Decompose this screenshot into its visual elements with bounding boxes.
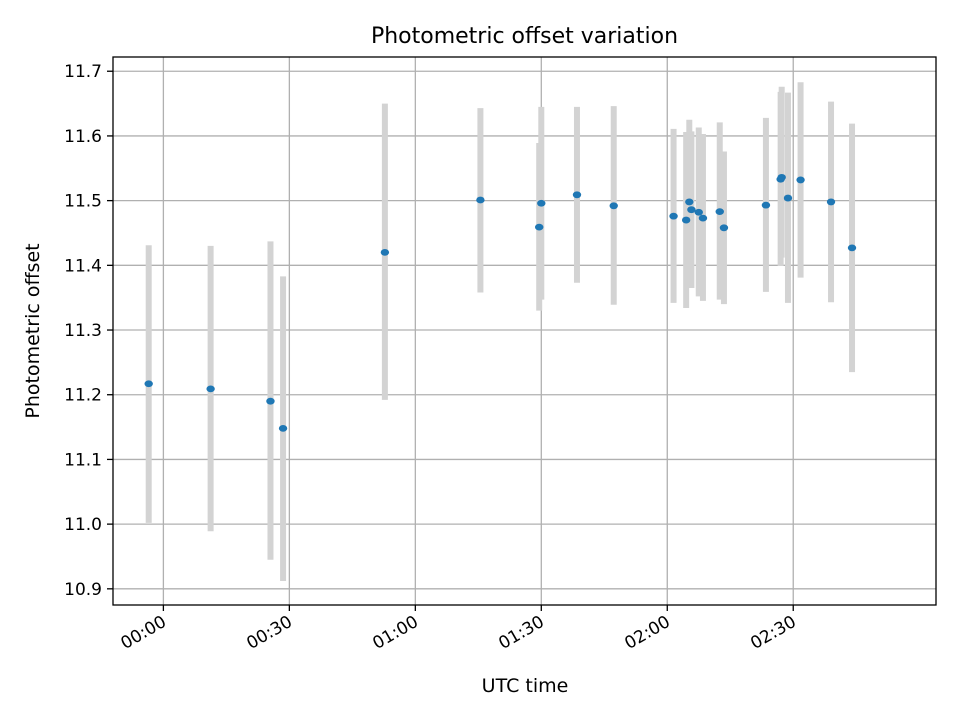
plot-frame bbox=[112, 56, 937, 606]
data-point bbox=[777, 173, 786, 181]
data-point bbox=[719, 224, 729, 232]
data-point bbox=[783, 194, 793, 202]
y-tick-label: 11.1 bbox=[64, 450, 102, 470]
y-tick-label: 11.7 bbox=[64, 62, 102, 82]
data-point bbox=[380, 248, 390, 256]
data-point bbox=[698, 214, 708, 222]
y-tick-label: 11.3 bbox=[64, 321, 102, 341]
chart-title: Photometric offset variation bbox=[371, 24, 678, 49]
y-tick-label: 11.6 bbox=[64, 127, 102, 147]
data-points bbox=[144, 173, 857, 432]
data-point bbox=[206, 385, 215, 393]
y-tick-label: 11.0 bbox=[64, 515, 102, 535]
data-point bbox=[669, 212, 678, 220]
y-tick-label: 10.9 bbox=[64, 580, 102, 600]
data-point bbox=[144, 380, 153, 388]
data-point bbox=[278, 424, 288, 432]
data-point bbox=[681, 216, 691, 224]
data-point bbox=[761, 201, 771, 209]
y-tick-label: 11.4 bbox=[64, 256, 102, 276]
x-axis-label: UTC time bbox=[482, 675, 569, 697]
data-point bbox=[572, 191, 582, 199]
data-point bbox=[609, 202, 618, 210]
data-point bbox=[826, 198, 836, 206]
y-axis-label: Photometric offset bbox=[22, 243, 44, 418]
y-axis: 10.9 11.0 11.1 11.2 11.3 11.4 11.5 11.6 11.7 bbox=[64, 62, 113, 600]
data-point bbox=[476, 196, 485, 204]
y-tick-label: 11.2 bbox=[64, 386, 102, 406]
data-point bbox=[685, 198, 694, 206]
data-point bbox=[847, 244, 857, 252]
data-point bbox=[796, 176, 805, 184]
data-point bbox=[687, 206, 696, 214]
data-point bbox=[537, 199, 546, 207]
data-point bbox=[694, 208, 703, 216]
data-point bbox=[534, 223, 544, 231]
data-point bbox=[715, 208, 724, 216]
data-point bbox=[266, 397, 275, 405]
y-tick-label: 11.5 bbox=[64, 192, 102, 212]
